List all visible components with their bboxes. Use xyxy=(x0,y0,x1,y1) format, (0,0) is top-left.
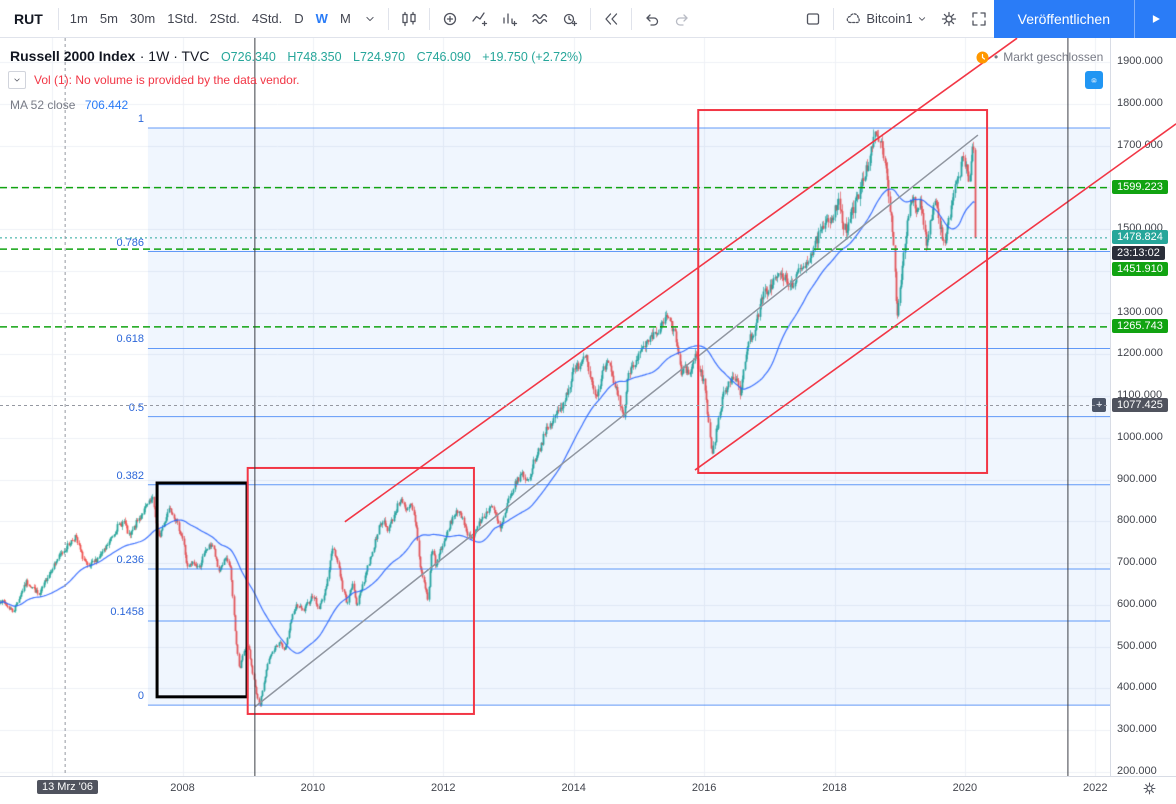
interval-button-2Std.[interactable]: 2Std. xyxy=(204,5,246,33)
market-closed-clock-icon xyxy=(976,51,989,63)
toolbar-right-group: Bitcoin1 Veröffentlichen xyxy=(798,0,1176,38)
status-dot: • xyxy=(994,50,999,64)
ohlc-open: O726.340 xyxy=(220,50,276,64)
interval-dropdown-chevron-icon[interactable] xyxy=(357,5,383,33)
interval-group: 1m 5m 30m 1Std. 2Std. 4Std. D W M xyxy=(64,5,357,33)
indicator-templates-icon[interactable] xyxy=(495,5,525,33)
market-status-text: Markt geschlossen xyxy=(1003,50,1104,64)
ohlc-change: +19.750 (+2.72%) xyxy=(482,50,583,64)
ma-legend-row[interactable]: MA 52 close 706.442 xyxy=(10,96,128,114)
ma-value: 706.442 xyxy=(84,98,129,112)
replay-icon[interactable] xyxy=(596,5,626,33)
price-axis[interactable] xyxy=(1110,38,1176,776)
interval-button-W[interactable]: W xyxy=(310,5,334,33)
redo-icon[interactable] xyxy=(667,5,697,33)
interval-button-1m[interactable]: 1m xyxy=(64,5,94,33)
ideas-waves-icon[interactable] xyxy=(525,5,555,33)
chevron-down-icon xyxy=(918,16,925,21)
interval-button-D[interactable]: D xyxy=(288,5,309,33)
interval-button-30m[interactable]: 30m xyxy=(124,5,161,33)
time-axis[interactable] xyxy=(0,776,1176,804)
volume-legend-row: Vol (1): No volume is provided by the da… xyxy=(8,71,299,89)
alert-icon[interactable] xyxy=(555,5,585,33)
toolbar-divider xyxy=(57,7,59,30)
layout-select-icon[interactable] xyxy=(798,5,828,33)
layout-name: Bitcoin1 xyxy=(866,11,913,26)
volume-warning-text: Vol (1): No volume is provided by the da… xyxy=(34,73,300,87)
legend-collapse-chevron-icon[interactable] xyxy=(8,71,26,89)
publish-label: Veröffentlichen xyxy=(1017,10,1110,27)
compare-icon[interactable] xyxy=(435,5,465,33)
publish-button[interactable]: Veröffentlichen xyxy=(993,0,1134,38)
add-alert-plus-icon[interactable]: + xyxy=(1092,397,1107,412)
indicators-icon[interactable] xyxy=(465,5,495,33)
symbol-button[interactable]: RUT xyxy=(14,11,53,27)
ohlc-low: L724.970 xyxy=(353,50,406,64)
toolbar-divider xyxy=(428,7,430,30)
ohlc-close: C746.090 xyxy=(416,50,471,64)
toolbar-divider xyxy=(589,7,591,30)
cloud-icon xyxy=(847,12,861,23)
top-toolbar: RUT 1m 5m 30m 1Std. 2Std. 4Std. D W M Bitcoin1 xyxy=(0,0,1176,38)
interval-button-M[interactable]: M xyxy=(334,5,357,33)
camera-snapshot-icon[interactable] xyxy=(1085,71,1103,89)
toolbar-divider xyxy=(833,7,835,30)
settings-gear-icon[interactable] xyxy=(934,5,964,33)
interval-button-1Std.[interactable]: 1Std. xyxy=(161,5,203,33)
chart-title: Russell 2000 Index xyxy=(10,48,136,64)
undo-icon[interactable] xyxy=(637,5,667,33)
interval-button-5m[interactable]: 5m xyxy=(94,5,124,33)
market-status: • Markt geschlossen xyxy=(976,50,1103,64)
chart-style-candles-icon[interactable] xyxy=(394,5,424,33)
price-chart-canvas[interactable] xyxy=(0,38,1110,776)
ma-label: MA 52 close xyxy=(10,98,76,112)
ohlc-high: H748.350 xyxy=(287,50,342,64)
toolbar-divider xyxy=(630,7,632,30)
time-axis-settings-gear-icon[interactable] xyxy=(1136,780,1163,800)
toolbar-divider xyxy=(387,7,389,30)
fullscreen-icon[interactable] xyxy=(964,5,994,33)
chart-meta: · 1W · TVC xyxy=(139,48,210,64)
symbol-legend-row[interactable]: Russell 2000 Index · 1W · TVC O726.340 H… xyxy=(10,48,582,66)
cloud-layout-button[interactable]: Bitcoin1 xyxy=(839,5,933,33)
publish-arrow-icon[interactable] xyxy=(1134,0,1176,38)
interval-button-4Std.[interactable]: 4Std. xyxy=(246,5,288,33)
